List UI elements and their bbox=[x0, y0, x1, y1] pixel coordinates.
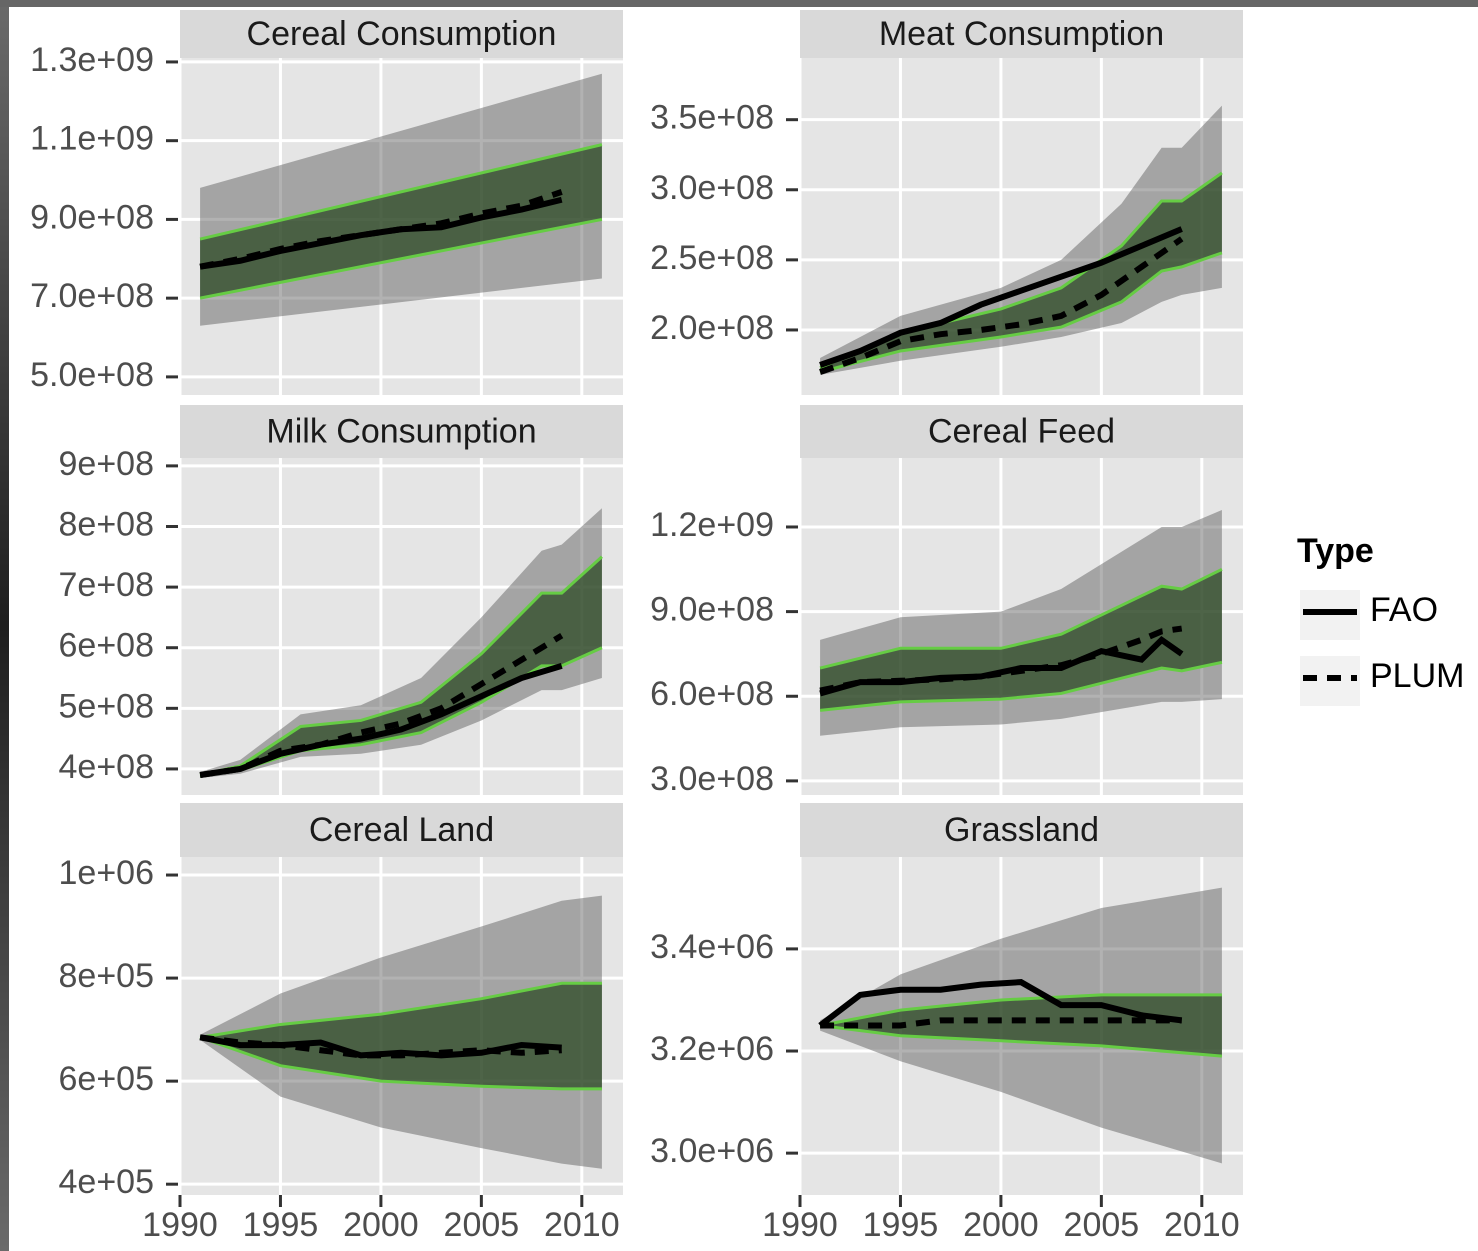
x-tick-label: 1995 bbox=[243, 1206, 319, 1244]
y-tick-label: 2.5e+08 bbox=[650, 239, 774, 277]
strip bbox=[180, 405, 623, 458]
series-line bbox=[819, 226, 1183, 368]
series-line bbox=[199, 633, 564, 778]
y-tick-label: 8e+05 bbox=[59, 957, 155, 995]
y-tick-label: 2.0e+08 bbox=[650, 309, 774, 347]
interval-upper bbox=[199, 981, 602, 1039]
y-tick-label: 3.5e+08 bbox=[650, 99, 774, 137]
y-tick-label: 9.0e+08 bbox=[30, 198, 154, 236]
legend-title: Type bbox=[1297, 532, 1374, 570]
panel-title: Grassland bbox=[944, 811, 1099, 849]
legend-label: FAO bbox=[1370, 591, 1438, 629]
series-line bbox=[818, 979, 1183, 1028]
y-tick-label: 1.2e+09 bbox=[650, 506, 774, 544]
y-tick-label: 9.0e+08 bbox=[650, 591, 774, 629]
series-line bbox=[199, 663, 563, 778]
y-tick-label: 6e+08 bbox=[59, 627, 155, 665]
strip bbox=[800, 405, 1243, 458]
strip bbox=[800, 803, 1243, 857]
y-tick-label: 7.0e+08 bbox=[30, 277, 154, 315]
interval-lower bbox=[819, 660, 1223, 712]
frame-edge bbox=[0, 0, 1478, 7]
series-line bbox=[820, 1017, 1182, 1029]
x-tick-label: 2000 bbox=[343, 1206, 419, 1244]
panel-title: Cereal Land bbox=[309, 811, 494, 849]
panel-title: Cereal Feed bbox=[928, 412, 1115, 450]
y-tick-label: 3.0e+08 bbox=[650, 760, 774, 798]
interval-upper bbox=[199, 555, 603, 777]
x-tick-label: 1990 bbox=[762, 1206, 838, 1244]
y-tick-label: 3.0e+06 bbox=[650, 1132, 774, 1170]
y-tick-label: 4e+05 bbox=[59, 1163, 155, 1201]
panel-title: Cereal Consumption bbox=[247, 15, 557, 53]
y-tick-label: 5e+08 bbox=[59, 687, 155, 725]
panel-title: Milk Consumption bbox=[266, 412, 536, 450]
panel-title: Meat Consumption bbox=[879, 15, 1164, 53]
interval-band bbox=[200, 983, 602, 1089]
interval-band bbox=[200, 144, 602, 299]
interval-lower bbox=[199, 1035, 602, 1091]
y-tick-label: 1.3e+09 bbox=[30, 41, 154, 79]
interval-band bbox=[820, 569, 1222, 711]
y-tick-label: 9e+08 bbox=[59, 445, 155, 483]
strip bbox=[180, 10, 623, 58]
series-line bbox=[199, 1034, 562, 1059]
y-tick-label: 4e+08 bbox=[59, 748, 155, 786]
series-line bbox=[819, 625, 1183, 694]
y-tick-label: 3.2e+06 bbox=[650, 1030, 774, 1068]
x-tick-label: 2005 bbox=[444, 1206, 520, 1244]
y-tick-label: 3.0e+08 bbox=[650, 169, 774, 207]
interval-upper bbox=[199, 143, 603, 241]
interval-lower bbox=[199, 217, 603, 300]
interval-lower bbox=[819, 1024, 1223, 1058]
series-line bbox=[199, 189, 563, 270]
y-tick-label: 7e+08 bbox=[59, 566, 155, 604]
x-tick-label: 2005 bbox=[1064, 1206, 1140, 1244]
x-tick-label: 1995 bbox=[863, 1206, 939, 1244]
x-tick-label: 2010 bbox=[544, 1206, 620, 1244]
strip bbox=[180, 803, 623, 857]
y-tick-label: 6e+05 bbox=[59, 1060, 155, 1098]
interval-upper bbox=[819, 993, 1222, 1027]
y-tick-label: 8e+08 bbox=[59, 505, 155, 543]
strip bbox=[800, 10, 1243, 58]
y-tick-label: 1e+06 bbox=[59, 854, 155, 892]
frame-edge bbox=[0, 0, 9, 1251]
y-tick-label: 5.0e+08 bbox=[30, 356, 154, 394]
legend-label: PLUM bbox=[1370, 657, 1464, 695]
ensemble-spread bbox=[820, 105, 1222, 375]
y-tick-label: 1.1e+09 bbox=[30, 120, 154, 158]
series-line bbox=[819, 236, 1184, 375]
y-tick-label: 3.4e+06 bbox=[650, 928, 774, 966]
interval-upper bbox=[819, 567, 1223, 670]
y-tick-label: 6.0e+08 bbox=[650, 675, 774, 713]
x-tick-label: 2010 bbox=[1164, 1206, 1240, 1244]
interval-lower bbox=[819, 251, 1223, 374]
x-tick-label: 1990 bbox=[142, 1206, 218, 1244]
x-tick-label: 2000 bbox=[963, 1206, 1039, 1244]
